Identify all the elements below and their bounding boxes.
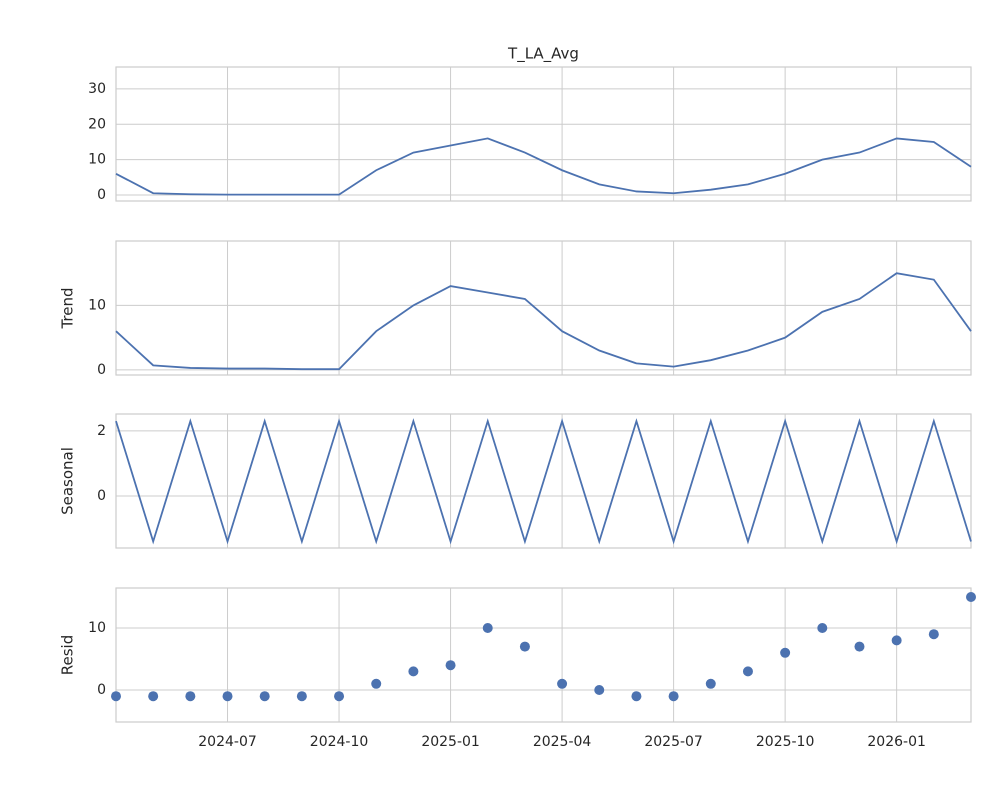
- y-tick-label: 10: [88, 620, 106, 636]
- data-point: [594, 685, 605, 696]
- x-tick-label: 2026-01: [867, 734, 926, 750]
- x-tick-label: 2024-10: [310, 734, 369, 750]
- data-point: [817, 622, 828, 633]
- data-point: [966, 591, 976, 602]
- data-point: [371, 678, 382, 689]
- data-point: [742, 666, 753, 677]
- y-tick-label: 0: [97, 488, 106, 504]
- data-point: [185, 691, 196, 702]
- y-tick-label: 10: [88, 297, 106, 313]
- y-axis-label: Trend: [59, 287, 77, 329]
- y-tick-label: 20: [88, 116, 106, 132]
- y-axis-label: Resid: [59, 635, 77, 675]
- data-point: [259, 691, 270, 702]
- data-point: [705, 678, 716, 689]
- data-point: [557, 678, 568, 689]
- y-tick-label: 0: [97, 362, 106, 378]
- data-point: [780, 647, 791, 658]
- y-tick-label: 30: [88, 81, 106, 97]
- x-tick-label: 2025-01: [421, 734, 480, 750]
- y-tick-label: 2: [97, 423, 106, 439]
- x-tick-label: 2025-07: [644, 734, 703, 750]
- data-point: [854, 641, 865, 652]
- y-tick-label: 0: [97, 682, 106, 698]
- data-point: [334, 691, 345, 702]
- data-point: [482, 622, 493, 633]
- plot-frame: [115, 240, 972, 376]
- data-point: [891, 635, 902, 646]
- plot-frame: [115, 413, 972, 549]
- data-line: [115, 137, 972, 196]
- panel-title: T_LA_Avg: [507, 45, 579, 64]
- plot-frame: [115, 66, 972, 202]
- data-point: [928, 629, 939, 640]
- x-tick-label: 2025-10: [756, 734, 815, 750]
- data-point: [519, 641, 530, 652]
- data-point: [668, 691, 679, 702]
- data-point: [296, 691, 307, 702]
- x-tick-label: 2024-07: [198, 734, 257, 750]
- y-tick-label: 0: [97, 187, 106, 203]
- data-point: [631, 691, 642, 702]
- data-point: [222, 691, 233, 702]
- data-line: [115, 418, 972, 545]
- y-axis-label: Seasonal: [59, 447, 77, 515]
- data-point: [445, 660, 456, 671]
- data-point: [111, 691, 121, 702]
- x-tick-label: 2025-04: [533, 734, 592, 750]
- data-point: [148, 691, 159, 702]
- data-line: [115, 272, 972, 371]
- data-point: [408, 666, 419, 677]
- y-tick-label: 10: [88, 152, 106, 168]
- plot-frame: [115, 587, 972, 723]
